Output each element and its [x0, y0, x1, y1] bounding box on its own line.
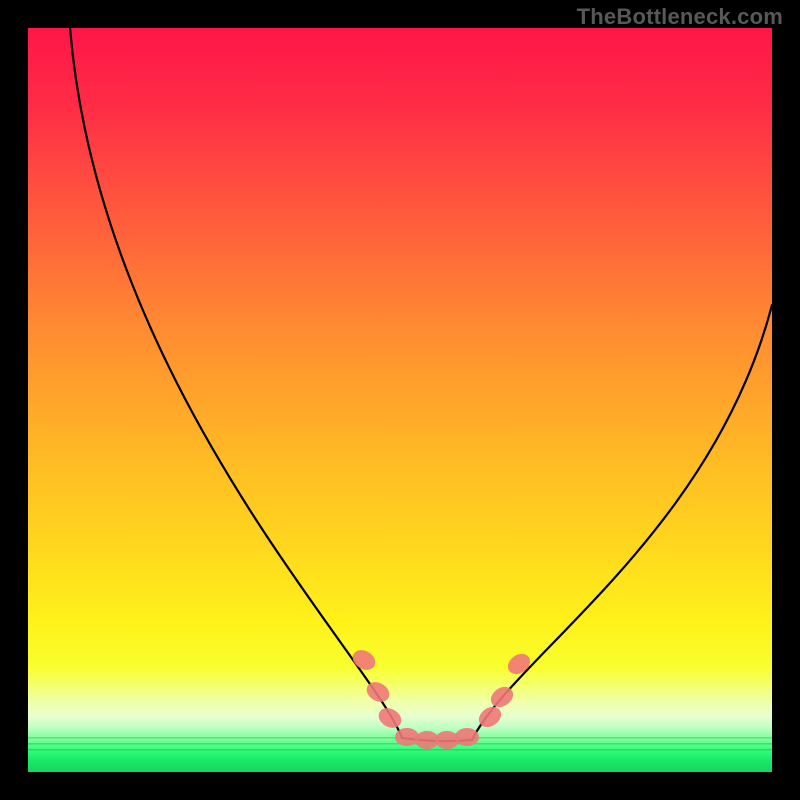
gradient-background: [28, 28, 772, 772]
marker-point: [455, 728, 479, 746]
marker-point: [395, 728, 419, 746]
chart-frame: TheBottleneck.com: [0, 0, 800, 800]
bottleneck-chart: [0, 0, 800, 800]
marker-point: [435, 731, 459, 749]
watermark-text: TheBottleneck.com: [577, 4, 783, 30]
